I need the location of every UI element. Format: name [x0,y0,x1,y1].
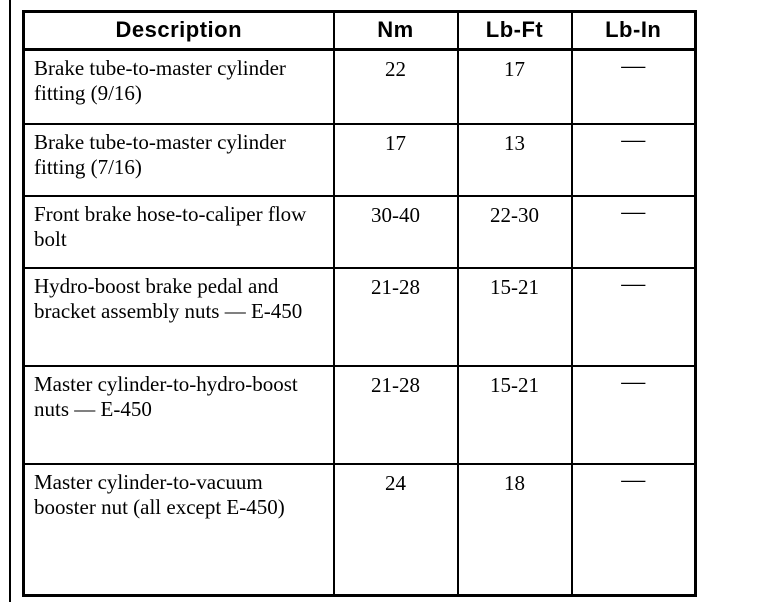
table-header-row: Description Nm Lb-Ft Lb-In [22,10,697,51]
table-row: Master cylinder-to-hydro-boost nuts — E-… [22,364,697,465]
torque-spec-table: Description Nm Lb-Ft Lb-In Brake tube-to… [22,10,697,597]
row-nm-value: 30-40 [332,194,459,269]
row-lbin-value: — [570,122,697,197]
row-description: Master cylinder-to-vacuum booster nut (a… [22,462,335,597]
page-edge-line [9,0,11,602]
row-nm-value: 21-28 [332,266,459,367]
row-nm-value: 21-28 [332,364,459,465]
row-lbft-value: 17 [456,48,573,125]
row-lbin-value: — [570,194,697,269]
table-row: Master cylinder-to-vacuum booster nut (a… [22,462,697,597]
row-nm-value: 17 [332,122,459,197]
row-description: Hydro-boost brake pedal and bracket asse… [22,266,335,367]
row-lbin-value: — [570,462,697,597]
table-row: Hydro-boost brake pedal and bracket asse… [22,266,697,367]
row-nm-value: 24 [332,462,459,597]
row-lbin-value: — [570,364,697,465]
table-row: Front brake hose-to-caliper flow bolt 30… [22,194,697,269]
table-row: Brake tube-to-master cylinder fitting (7… [22,122,697,197]
row-description: Front brake hose-to-caliper flow bolt [22,194,335,269]
row-lbft-value: 15-21 [456,266,573,367]
row-description: Brake tube-to-master cylinder fitting (9… [22,48,335,125]
row-description: Brake tube-to-master cylinder fitting (7… [22,122,335,197]
row-nm-value: 22 [332,48,459,125]
table-row: Brake tube-to-master cylinder fitting (9… [22,48,697,125]
header-lbft: Lb-Ft [456,10,573,51]
header-description: Description [22,10,335,51]
row-lbft-value: 15-21 [456,364,573,465]
row-lbin-value: — [570,48,697,125]
row-lbin-value: — [570,266,697,367]
row-lbft-value: 18 [456,462,573,597]
row-lbft-value: 22-30 [456,194,573,269]
row-description: Master cylinder-to-hydro-boost nuts — E-… [22,364,335,465]
header-lbin: Lb-In [570,10,697,51]
row-lbft-value: 13 [456,122,573,197]
header-nm: Nm [332,10,459,51]
